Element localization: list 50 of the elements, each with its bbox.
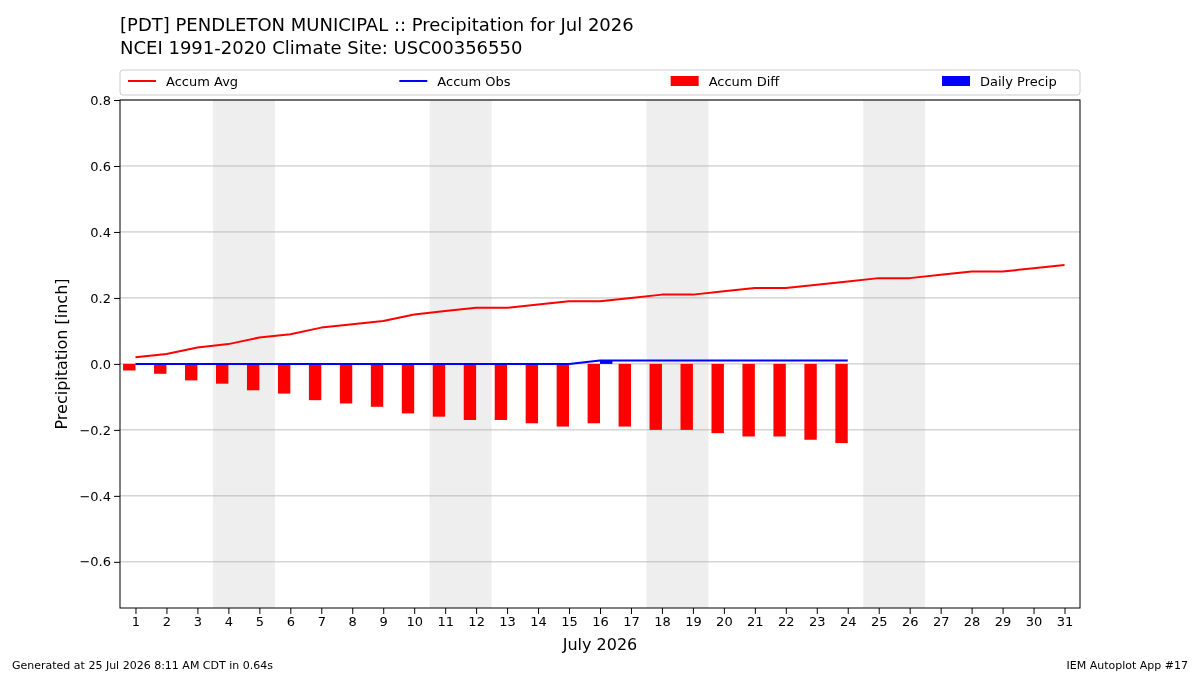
x-tick-label: 18 [654, 614, 671, 630]
x-tick-label: 10 [406, 614, 423, 630]
x-tick-label: 12 [468, 614, 485, 630]
x-tick-label: 14 [530, 614, 547, 630]
y-axis-title: Precipitation [inch] [52, 278, 71, 430]
x-tick-label: 25 [870, 614, 888, 630]
y-tick-label: −0.2 [79, 422, 111, 438]
x-tick-label: 15 [561, 614, 578, 630]
y-tick-label: 0.0 [90, 356, 111, 372]
x-tick-label: 22 [778, 614, 795, 630]
legend-label: Accum Obs [437, 74, 511, 89]
x-tick-label: 28 [963, 614, 981, 630]
text: Generated at 25 Jul 2026 8:11 AM CDT in 0.64s [12, 659, 274, 672]
x-axis-title: July 2026 [561, 635, 638, 654]
x-tick-label: 21 [747, 614, 764, 630]
x-tick-label: 27 [932, 614, 950, 630]
x-tick-label: 3 [193, 614, 203, 630]
y-tick-label: 0.4 [90, 224, 111, 240]
y-tick-label: 0.6 [90, 158, 111, 174]
x-tick-label: 4 [224, 614, 234, 630]
legend-label: Accum Diff [708, 74, 781, 89]
x-tick-label: 24 [839, 614, 857, 630]
x-tick-label: 6 [286, 614, 295, 630]
x-tick-label: 7 [317, 614, 326, 630]
legend-label: Accum Avg [166, 74, 239, 89]
y-tick-label: 0.2 [90, 290, 111, 306]
x-tick-label: 11 [437, 614, 454, 630]
x-tick-label: 1 [131, 614, 141, 630]
legend-label: Daily Precip [980, 74, 1057, 89]
x-tick-label: 17 [623, 614, 640, 630]
x-tick-label: 19 [685, 614, 702, 630]
x-tick-label: 20 [716, 614, 733, 630]
x-tick-label: 2 [162, 614, 172, 630]
x-tick-label: 13 [499, 614, 516, 630]
x-tick-label: 8 [348, 614, 357, 630]
x-tick-label: 23 [809, 614, 826, 630]
chart-title: [PDT] PENDLETON MUNICIPAL :: Precipitation for Jul 2026 [120, 14, 634, 35]
x-tick-label: 9 [379, 614, 388, 630]
y-tick-label: −0.4 [79, 488, 111, 504]
line-series [134, 263, 1066, 359]
text: IEM Autoplot App #17 [1066, 659, 1188, 672]
y-tick-label: 0.8 [90, 92, 111, 108]
y-tick-label: −0.6 [79, 554, 111, 570]
x-tick-label: 31 [1056, 614, 1074, 630]
x-tick-label: 26 [901, 614, 919, 630]
x-tick-label: 16 [592, 614, 609, 630]
x-tick-label: 29 [994, 614, 1012, 630]
chart-subtitle: NCEI 1991-2020 Climate Site: USC00356550 [120, 37, 523, 58]
x-tick-label: 5 [255, 614, 264, 630]
x-tick-label: 30 [1025, 614, 1043, 630]
